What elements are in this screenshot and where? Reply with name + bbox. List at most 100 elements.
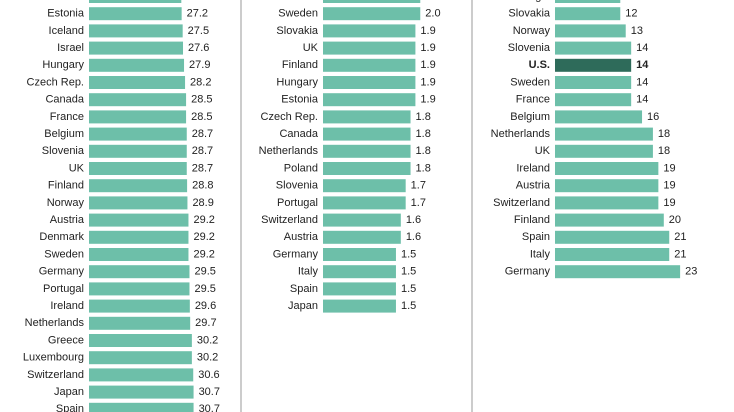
- category-label: Netherlands: [25, 317, 85, 329]
- bar: [555, 110, 643, 124]
- category-label: Germany: [273, 248, 319, 260]
- value-label: 30.6: [198, 369, 219, 381]
- bar: [323, 144, 411, 158]
- bar: [555, 144, 653, 158]
- value-label: 29.5: [194, 266, 215, 278]
- category-label: UK: [303, 42, 319, 54]
- value-label: 30.2: [197, 334, 218, 346]
- category-label: Italy: [298, 266, 319, 278]
- bar: [555, 127, 653, 141]
- bar: [89, 0, 182, 3]
- category-label: France: [284, 0, 318, 2]
- category-label: Italy: [530, 248, 551, 260]
- value-label: 20: [669, 214, 681, 226]
- category-label: Finland: [48, 180, 84, 192]
- bar: [555, 76, 632, 89]
- bar: [89, 196, 188, 210]
- value-label: 28.8: [192, 180, 213, 192]
- category-label: Finland: [282, 59, 318, 71]
- value-label: 1.5: [401, 300, 416, 312]
- bar: [323, 0, 421, 3]
- category-label: Spain: [56, 403, 84, 412]
- value-label: 23: [685, 266, 697, 278]
- value-label: 12: [625, 0, 637, 2]
- value-label: 2.0: [425, 8, 440, 20]
- bar: [89, 93, 187, 107]
- category-label: Austria: [284, 231, 319, 243]
- value-label: 18: [658, 128, 670, 140]
- category-label: Estonia: [281, 94, 319, 106]
- value-label: 14: [636, 42, 648, 54]
- value-label: 21: [674, 248, 686, 260]
- category-label: Japan: [288, 300, 318, 312]
- value-label: 1.7: [411, 180, 426, 192]
- category-label: Denmark: [39, 231, 84, 243]
- value-label: 29.7: [195, 317, 216, 329]
- category-label: Germany: [505, 266, 551, 278]
- value-label: 1.8: [416, 111, 431, 123]
- bar: [323, 196, 406, 210]
- bar: [323, 265, 396, 279]
- value-label: 28.7: [192, 128, 213, 140]
- value-label: 1.5: [401, 248, 416, 260]
- category-label: Greece: [48, 334, 84, 346]
- bar: [89, 41, 184, 55]
- category-label: Sweden: [510, 76, 550, 88]
- category-label: Spain: [290, 283, 318, 295]
- bar: [323, 127, 411, 141]
- bar: [323, 76, 416, 89]
- bar: [555, 230, 670, 244]
- bar: [323, 41, 416, 55]
- value-label: 1.8: [416, 162, 431, 174]
- category-label: Belgium: [44, 128, 84, 140]
- bar: [89, 179, 188, 193]
- category-label: UK: [69, 162, 85, 174]
- value-label: 2.0: [425, 0, 440, 2]
- category-label: Slovakia: [276, 25, 318, 37]
- bar: [323, 299, 396, 313]
- bar: [323, 282, 396, 296]
- category-label: Slovakia: [42, 0, 84, 2]
- value-label: 1.6: [406, 214, 421, 226]
- value-label: 1.9: [420, 59, 435, 71]
- value-label: 28.2: [190, 76, 211, 88]
- bar: [555, 265, 681, 279]
- category-label: Austria: [516, 180, 551, 192]
- bar: [89, 368, 194, 382]
- category-label: Slovenia: [42, 145, 85, 157]
- bar: [555, 248, 670, 261]
- value-label: 1.6: [406, 231, 421, 243]
- category-label: Portugal: [43, 283, 84, 295]
- value-label: 19: [663, 180, 675, 192]
- bar: [323, 7, 421, 21]
- category-label: Switzerland: [493, 197, 550, 209]
- bar: [323, 230, 401, 244]
- value-label: 1.7: [411, 197, 426, 209]
- category-label: France: [516, 94, 550, 106]
- value-label: 19: [663, 197, 675, 209]
- category-label: Ireland: [50, 300, 84, 312]
- category-label: Switzerland: [261, 214, 318, 226]
- bar: [89, 402, 194, 412]
- category-label: Sweden: [278, 8, 318, 20]
- bar: [89, 299, 190, 313]
- value-label: 1.5: [401, 283, 416, 295]
- value-label: 12: [625, 8, 637, 20]
- bar: [323, 24, 416, 38]
- value-label: 29.5: [194, 283, 215, 295]
- bar: [89, 76, 186, 89]
- bar: [89, 7, 182, 21]
- bar: [89, 385, 194, 399]
- category-label: Japan: [54, 386, 84, 398]
- bar: [555, 196, 659, 210]
- category-label: Norway: [47, 197, 85, 209]
- value-label: 1.8: [416, 145, 431, 157]
- category-label: Spain: [522, 231, 550, 243]
- category-label: Ireland: [516, 162, 550, 174]
- bar: [323, 179, 406, 193]
- bar: [89, 58, 185, 72]
- bar: [89, 213, 189, 227]
- value-label: 18: [658, 145, 670, 157]
- value-label: 1.8: [416, 128, 431, 140]
